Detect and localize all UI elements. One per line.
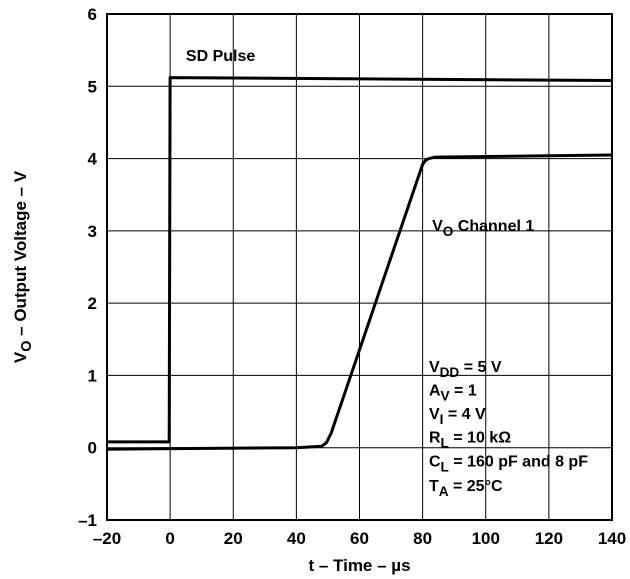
y-tick-label: 0	[88, 439, 97, 458]
x-tick-label: 0	[165, 529, 174, 548]
annotations: SD Pulse VO Channel 1 VDD = 5 V AV = 1VI = …	[186, 48, 588, 499]
y-tick-label: –1	[78, 511, 97, 530]
x-tick-label: 40	[287, 529, 306, 548]
y-tick-label: 4	[88, 150, 98, 169]
series-lines	[106, 76, 613, 451]
annotation-text: SD Pulse	[186, 48, 255, 65]
x-tick-label: 20	[224, 529, 243, 548]
plot-frame	[106, 13, 613, 521]
grid-lines	[107, 14, 612, 520]
y-tick-label: 5	[88, 77, 97, 96]
y-axis-label: VO – Output Voltage – V	[11, 170, 35, 363]
x-tick-label: 140	[598, 529, 626, 548]
sd-pulse-line	[107, 76, 613, 444]
annotation-text: RL = 10 kΩ	[429, 430, 511, 451]
x-tick-label: 120	[535, 529, 563, 548]
y-tick-label: 6	[88, 5, 97, 24]
x-tick-label: –20	[93, 529, 121, 548]
annotation-text: TA = 25°C	[429, 478, 503, 499]
tick-labels: –20 0 20 40 60 80 100 120 140 –1 0 1 2 3 4 5 6	[78, 5, 626, 548]
y-tick-label: 3	[88, 222, 97, 241]
annotation-text: VO Channel 1	[432, 218, 534, 239]
y-tick-label: 1	[88, 366, 97, 385]
x-tick-label: 80	[413, 529, 432, 548]
x-tick-label: 100	[472, 529, 500, 548]
annotation-text: AV = 1	[429, 383, 477, 404]
v-o-channel-1-line	[106, 153, 613, 451]
y-tick-label: 2	[88, 294, 97, 313]
annotation-text: VI = 4 V	[429, 406, 486, 427]
x-axis-label: t – Time – µs	[308, 556, 410, 575]
x-tick-label: 60	[350, 529, 369, 548]
annotation-text: VDD = 5 V	[429, 359, 502, 380]
annotation-text: CL = 160 pF and 8 pF	[429, 454, 588, 475]
